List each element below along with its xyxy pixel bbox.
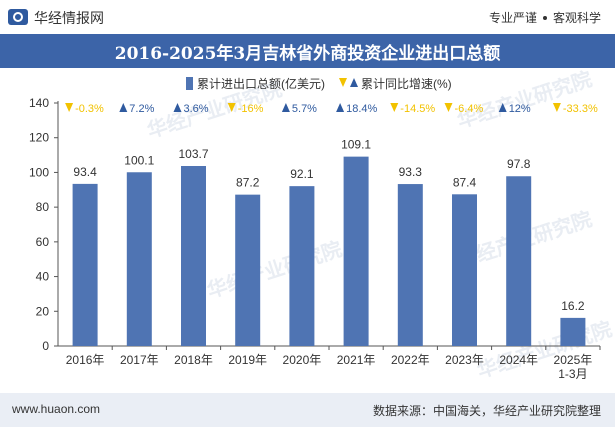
growth-up-triangle-icon xyxy=(498,103,507,112)
y-tick-label: 20 xyxy=(36,304,50,318)
growth-rate-label: 7.2% xyxy=(129,103,154,115)
y-tick-label: 0 xyxy=(42,339,49,353)
growth-rate-label: -6.4% xyxy=(455,103,484,115)
growth-down-triangle-icon xyxy=(552,103,561,112)
x-tick-label: 2020年 xyxy=(283,353,322,367)
chart-title: 2016-2025年3月吉林省外商投资企业进出口总额 xyxy=(114,43,501,64)
bar-value-label: 87.2 xyxy=(236,176,260,190)
bar xyxy=(397,184,423,346)
growth-rate-label: -33.3% xyxy=(563,103,598,115)
legend-bar-swatch xyxy=(186,77,193,90)
footer-bar: www.huaon.com 数据来源：中国海关，华经产业研究院整理 xyxy=(0,393,615,427)
growth-rate-label: 12% xyxy=(509,103,531,115)
x-tick-label: 2025年 xyxy=(554,353,593,367)
bar-value-label: 97.8 xyxy=(507,157,531,171)
title-bar: 2016-2025年3月吉林省外商投资企业进出口总额 xyxy=(0,34,615,68)
x-tick-label: 2021年 xyxy=(337,353,376,367)
legend-label-total: 累计进出口总额(亿美元) xyxy=(197,76,325,91)
growth-rate-label: 3.6% xyxy=(184,103,209,115)
bar-value-label: 16.2 xyxy=(561,299,585,313)
top-bar: 华经情报网 专业严谨 客观科学 xyxy=(0,0,615,34)
watermark-text: 华经产业研究院 xyxy=(454,68,595,133)
bar-value-label: 93.3 xyxy=(399,165,423,179)
chart-area: 华经产业研究院华经产业研究院华经产业研究院华经产业研究院华经产业研究院累计进出口… xyxy=(0,67,615,392)
growth-down-triangle-icon xyxy=(444,103,453,112)
growth-up-triangle-icon xyxy=(281,103,290,112)
footer-website: www.huaon.com xyxy=(12,402,101,416)
bar xyxy=(181,166,206,346)
legend-triangle-up-icon xyxy=(350,78,358,87)
x-tick-label: 1-3月 xyxy=(558,367,587,381)
growth-up-triangle-icon xyxy=(336,103,345,112)
x-tick-label: 2019年 xyxy=(228,353,267,367)
bar-value-label: 109.1 xyxy=(341,138,371,152)
growth-down-triangle-icon xyxy=(227,103,236,112)
growth-rate-label: -16% xyxy=(238,103,264,115)
bar-value-label: 93.4 xyxy=(73,165,97,179)
bar xyxy=(72,183,98,346)
bar xyxy=(343,156,369,346)
header-tag-objective: 客观科学 xyxy=(552,11,601,25)
y-tick-label: 140 xyxy=(29,96,49,110)
y-tick-label: 40 xyxy=(36,270,50,284)
growth-up-triangle-icon xyxy=(119,103,128,112)
brand-name: 华经情报网 xyxy=(34,10,104,26)
y-tick-label: 100 xyxy=(29,165,49,179)
bar-value-label: 100.1 xyxy=(124,153,154,167)
x-tick-label: 2024年 xyxy=(499,353,538,367)
separator-dot-icon xyxy=(542,15,547,20)
bar xyxy=(126,172,152,346)
bar xyxy=(289,186,315,346)
header-tag-rigorous: 专业严谨 xyxy=(488,11,537,25)
legend-label-growth: 累计同比增速(%) xyxy=(361,77,452,91)
bar-value-label: 103.7 xyxy=(178,147,208,161)
x-tick-label: 2016年 xyxy=(66,353,105,367)
growth-up-triangle-icon xyxy=(173,103,182,112)
y-tick-label: 120 xyxy=(29,131,49,145)
footer-source: 数据来源：中国海关，华经产业研究院整理 xyxy=(372,404,601,418)
bar xyxy=(235,194,261,346)
header-tags: 专业严谨 客观科学 xyxy=(489,9,601,26)
growth-rate-label: 18.4% xyxy=(346,103,377,115)
growth-rate-label: 5.7% xyxy=(292,103,317,115)
bar xyxy=(560,317,586,346)
y-tick-label: 60 xyxy=(36,235,50,249)
bar-value-label: 92.1 xyxy=(290,167,314,181)
watermark-text: 华经产业研究院 xyxy=(204,237,345,303)
x-tick-label: 2017年 xyxy=(120,353,159,367)
x-tick-label: 2018年 xyxy=(174,353,213,367)
legend-triangle-down-icon xyxy=(339,78,347,87)
bar xyxy=(506,176,532,346)
bar-chart: 华经产业研究院华经产业研究院华经产业研究院华经产业研究院华经产业研究院累计进出口… xyxy=(29,67,615,383)
growth-rate-label: -0.3% xyxy=(75,103,104,115)
bar xyxy=(452,194,477,346)
watermark-text: 华经产业研究院 xyxy=(474,317,615,383)
x-tick-label: 2023年 xyxy=(445,353,484,367)
x-tick-label: 2022年 xyxy=(391,353,430,367)
growth-down-triangle-icon xyxy=(65,103,74,112)
growth-rate-label: -14.5% xyxy=(400,103,435,115)
y-tick-label: 80 xyxy=(36,200,50,214)
logo-icon xyxy=(8,9,28,25)
bar-value-label: 87.4 xyxy=(453,175,477,189)
growth-down-triangle-icon xyxy=(390,103,399,112)
